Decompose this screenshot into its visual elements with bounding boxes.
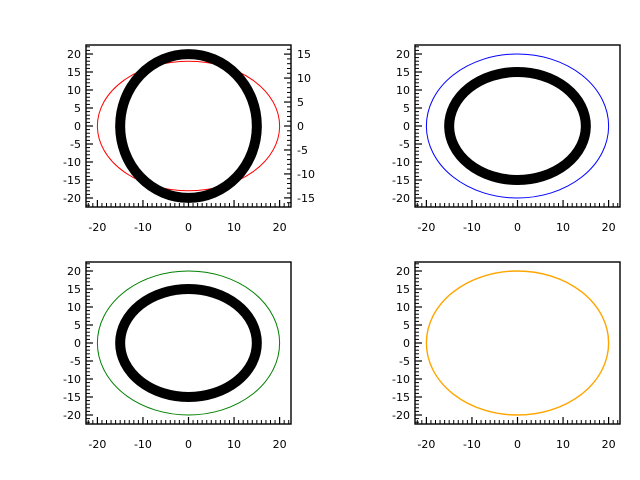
plot-area <box>415 262 620 424</box>
y-tick-label: -10 <box>392 156 410 169</box>
y-tick-label: 5 <box>403 102 410 115</box>
y-tick-label: 20 <box>396 265 410 278</box>
x-tick-label: 20 <box>602 221 616 234</box>
y-axis-right: 15 10 5 0 -5 -10 -15 <box>284 48 315 205</box>
y-tick-label: -15 <box>392 391 410 404</box>
y-tick-label-right: 10 <box>297 72 311 85</box>
y-tick-label: 15 <box>396 283 410 296</box>
x-axis: -20 -10 0 10 20 <box>416 417 619 451</box>
x-tick-label: 20 <box>602 438 616 451</box>
x-tick-label: 10 <box>227 221 241 234</box>
y-tick-label: 20 <box>67 48 81 61</box>
x-tick-label: -10 <box>134 438 152 451</box>
x-tick-label: 20 <box>273 438 287 451</box>
x-axis: -20 -10 0 10 20 <box>416 200 619 234</box>
y-tick-label: -10 <box>392 373 410 386</box>
y-axis-left: 20 15 10 5 0 -5 -10 -15 -20 <box>392 263 422 423</box>
series-group <box>96 270 281 416</box>
y-tick-label: -10 <box>63 156 81 169</box>
green-ellipse <box>96 270 281 416</box>
y-tick-label: 10 <box>396 301 410 314</box>
y-tick-label: 15 <box>67 66 81 79</box>
y-tick-label: 15 <box>67 283 81 296</box>
y-tick-label: 0 <box>74 120 81 133</box>
black-ring <box>444 67 591 185</box>
y-tick-label: 5 <box>403 319 410 332</box>
y-tick-label: -5 <box>70 355 81 368</box>
y-tick-label: 10 <box>67 84 81 97</box>
y-tick-label-right: 15 <box>297 48 311 61</box>
y-tick-label: 15 <box>396 66 410 79</box>
y-tick-label: -15 <box>63 391 81 404</box>
x-tick-label: -20 <box>417 438 435 451</box>
y-tick-label: 20 <box>396 48 410 61</box>
y-tick-label: 0 <box>74 337 81 350</box>
y-tick-label: 10 <box>396 84 410 97</box>
y-tick-label: -15 <box>392 174 410 187</box>
y-tick-label: 5 <box>74 102 81 115</box>
y-tick-label: -20 <box>63 409 81 422</box>
subplot-bottom-left[interactable]: 20 15 10 5 0 -5 -10 -15 -20 -20 -10 0 10 20 <box>40 248 303 458</box>
x-tick-label: 20 <box>273 221 287 234</box>
x-tick-label: 10 <box>227 438 241 451</box>
subplot-bottom-right[interactable]: 20 15 10 5 0 -5 -10 -15 -20 -20 -10 0 10 20 <box>369 248 632 458</box>
y-tick-label: 20 <box>67 265 81 278</box>
y-tick-label: 5 <box>74 319 81 332</box>
x-tick-label: -10 <box>463 438 481 451</box>
y-tick-label-right: -5 <box>297 144 308 157</box>
x-tick-label: 0 <box>514 221 521 234</box>
y-axis-left: 20 15 10 5 0 -5 -10 -15 -20 <box>392 46 422 206</box>
series-group <box>96 49 281 203</box>
x-tick-label: 0 <box>185 221 192 234</box>
y-axis-left: 20 15 10 5 0 -5 -10 -15 -20 <box>63 46 93 206</box>
x-tick-label: 0 <box>185 438 192 451</box>
x-tick-label: 0 <box>514 438 521 451</box>
subplot-top-right[interactable]: 20 15 10 5 0 -5 -10 -15 -20 -20 -10 0 10 20 <box>369 31 632 241</box>
series-group <box>425 53 610 199</box>
x-axis: -20 -10 0 10 20 <box>87 417 290 451</box>
subplot-top-left[interactable]: 20 15 10 5 0 -5 -10 -15 -20 15 10 5 0 -5 -10 -15 -20 -10 0… <box>40 31 335 241</box>
y-tick-label: -5 <box>399 355 410 368</box>
black-ring <box>115 284 262 402</box>
y-tick-label: -15 <box>63 174 81 187</box>
x-tick-label: -10 <box>134 221 152 234</box>
x-tick-label: 10 <box>556 438 570 451</box>
y-tick-label: -20 <box>392 409 410 422</box>
x-tick-label: 10 <box>556 221 570 234</box>
y-tick-label: -5 <box>70 138 81 151</box>
black-ring <box>115 49 262 203</box>
y-tick-label: 10 <box>67 301 81 314</box>
y-tick-label: -5 <box>399 138 410 151</box>
y-tick-label: -20 <box>63 192 81 205</box>
y-axis-left: 20 15 10 5 0 -5 -10 -15 -20 <box>63 263 93 423</box>
x-tick-label: -20 <box>88 438 106 451</box>
y-tick-label: 0 <box>403 120 410 133</box>
blue-ellipse <box>425 53 610 199</box>
x-tick-label: -10 <box>463 221 481 234</box>
y-tick-label-right: 0 <box>297 120 304 133</box>
y-tick-label: -10 <box>63 373 81 386</box>
orange-ellipse <box>425 270 610 416</box>
x-tick-label: -20 <box>88 221 106 234</box>
y-tick-label: 0 <box>403 337 410 350</box>
series-group <box>425 270 610 416</box>
red-ellipse <box>96 60 281 192</box>
y-tick-label-right: -15 <box>297 192 315 205</box>
y-tick-label: -20 <box>392 192 410 205</box>
x-axis: -20 -10 0 10 20 <box>87 200 290 234</box>
y-tick-label-right: -10 <box>297 168 315 181</box>
y-tick-label-right: 5 <box>297 96 304 109</box>
x-tick-label: -20 <box>417 221 435 234</box>
